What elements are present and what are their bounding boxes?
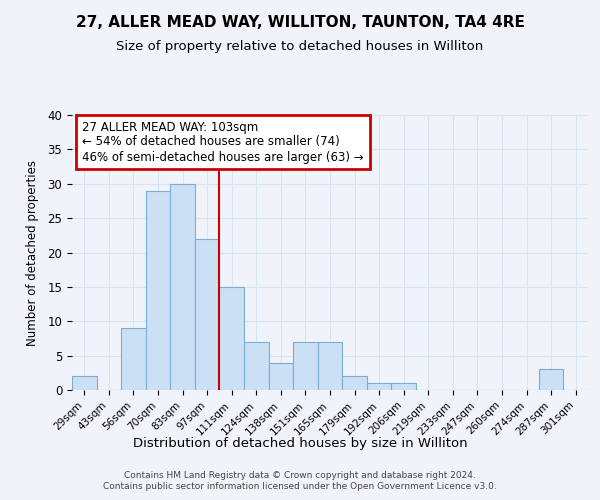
Text: Contains HM Land Registry data © Crown copyright and database right 2024.: Contains HM Land Registry data © Crown c… <box>124 471 476 480</box>
Text: Distribution of detached houses by size in Williton: Distribution of detached houses by size … <box>133 438 467 450</box>
Bar <box>269 362 293 390</box>
Bar <box>146 190 170 390</box>
Bar <box>195 239 220 390</box>
Text: Contains public sector information licensed under the Open Government Licence v3: Contains public sector information licen… <box>103 482 497 491</box>
Bar <box>539 370 563 390</box>
Text: 27 ALLER MEAD WAY: 103sqm
← 54% of detached houses are smaller (74)
46% of semi-: 27 ALLER MEAD WAY: 103sqm ← 54% of detac… <box>82 120 364 164</box>
Bar <box>391 383 416 390</box>
Bar <box>293 342 318 390</box>
Bar <box>72 376 97 390</box>
Bar <box>318 342 342 390</box>
Y-axis label: Number of detached properties: Number of detached properties <box>26 160 39 346</box>
Bar <box>220 287 244 390</box>
Text: Size of property relative to detached houses in Williton: Size of property relative to detached ho… <box>116 40 484 53</box>
Bar <box>244 342 269 390</box>
Text: 27, ALLER MEAD WAY, WILLITON, TAUNTON, TA4 4RE: 27, ALLER MEAD WAY, WILLITON, TAUNTON, T… <box>76 15 524 30</box>
Bar <box>170 184 195 390</box>
Bar <box>121 328 146 390</box>
Bar <box>342 376 367 390</box>
Bar <box>367 383 391 390</box>
